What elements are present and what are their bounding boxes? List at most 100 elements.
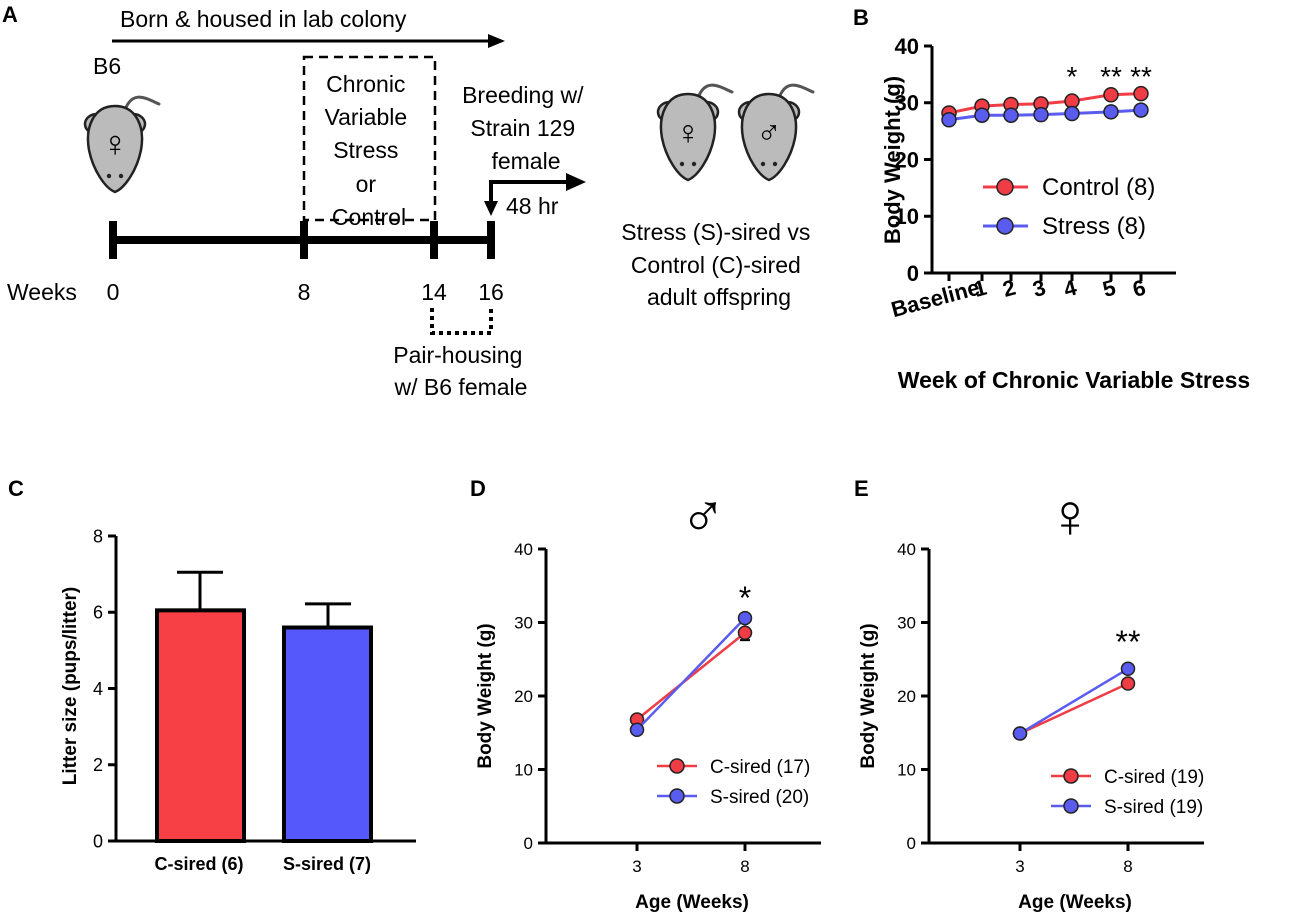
y-tick-label: 30 <box>897 614 916 633</box>
panel-letter-e: E <box>854 476 869 501</box>
data-point <box>1103 87 1119 103</box>
y-tick-label: 0 <box>524 834 533 853</box>
data-point <box>1033 106 1049 123</box>
chart-d-male-offspring-weight: 0 10 20 30 40 3 8 * ♂ Body Weight (g) Age (Weeks) C… <box>475 482 821 913</box>
data-point <box>1120 676 1136 691</box>
cvs-line: Stress <box>333 137 398 163</box>
born-arrow-head <box>488 34 505 48</box>
data-point <box>629 722 645 738</box>
offspring-line: Stress (S)-sired vs <box>621 219 810 245</box>
panel-letter-c: C <box>8 476 24 501</box>
x-tick-label: Baseline <box>888 275 982 323</box>
pair-housing-label: Pair-housing w/ B6 female <box>393 342 529 400</box>
bar <box>282 625 373 843</box>
x-axis-label: Age (Weeks) <box>1018 892 1132 913</box>
y-tick-label: 10 <box>897 761 916 780</box>
cvs-line: Variable <box>324 104 407 130</box>
y-tick-label: 6 <box>93 603 103 623</box>
series-line <box>1019 682 1129 735</box>
breeding-line: Breeding w/ <box>462 82 584 108</box>
x-tick-label: 3 <box>632 857 641 876</box>
significance-marker: * <box>1067 61 1078 92</box>
y-tick-label: 0 <box>907 261 919 286</box>
series-line <box>636 631 746 721</box>
legend-label: S-sired (19) <box>1104 797 1203 818</box>
panel-letter-a: A <box>2 2 18 27</box>
timeline-tick <box>487 221 495 259</box>
legend-marker <box>669 788 685 804</box>
data-point <box>737 610 753 626</box>
y-tick-label: 20 <box>895 147 919 172</box>
data-point <box>1003 107 1019 123</box>
y-axis-label: Litter size (pups/litter) <box>60 587 81 785</box>
legend-label: C-sired (19) <box>1104 767 1204 788</box>
timeline-tick <box>430 221 438 259</box>
x-tick-label: 8 <box>1123 857 1132 876</box>
data-point <box>974 107 990 123</box>
offspring-line: adult offspring <box>647 284 791 310</box>
x-tick-label: 4 <box>1061 274 1080 302</box>
y-tick-label: 2 <box>93 755 103 775</box>
x-tick-label: 2 <box>1000 275 1018 302</box>
x-tick-label: 6 <box>1130 275 1148 302</box>
panel-letter-d: D <box>470 476 486 501</box>
breeding-label: Breeding w/ Strain 129 female <box>462 82 590 174</box>
y-axis-label: Body Weight (g) <box>880 76 905 244</box>
y-tick-label: 8 <box>93 526 103 546</box>
data-point <box>737 625 753 641</box>
cvs-line: or <box>356 171 377 197</box>
legend-marker <box>996 178 1014 196</box>
hr-label: 48 hr <box>506 193 559 219</box>
y-axis-label: Body Weight (g) <box>475 623 496 768</box>
chart-c-litter-size: 0 2 4 6 8 C-sired (6) S-sired (7) Litter size (… <box>60 526 416 874</box>
pair-housing-bracket <box>430 308 493 335</box>
data-point <box>1133 102 1149 118</box>
x-tick-label: C-sired (6) <box>154 854 243 874</box>
significance-marker: ** <box>1130 61 1152 92</box>
cvs-line: Control <box>332 204 406 230</box>
born-housed-label: Born & housed in lab colony <box>120 6 407 32</box>
legend-marker <box>1063 768 1079 784</box>
y-tick-label: 0 <box>93 831 103 851</box>
data-point <box>1064 105 1080 122</box>
y-axis-label: Body Weight (g) <box>858 623 879 768</box>
female-symbol: ♀ <box>102 123 129 164</box>
week-tick-label: 16 <box>478 279 504 305</box>
data-point <box>1133 85 1149 102</box>
x-tick-label: S-sired (7) <box>283 854 371 874</box>
x-tick-label: 8 <box>740 857 749 876</box>
timeline-tick <box>109 221 117 259</box>
y-tick-label: 10 <box>514 761 533 780</box>
strain-b6-label: B6 <box>93 53 121 79</box>
breeding-down-head <box>484 201 498 216</box>
series-line <box>1019 667 1129 735</box>
data-point <box>941 112 957 128</box>
legend-label: S-sired (20) <box>710 787 809 808</box>
sex-symbol-title: ♀ <box>1047 482 1094 551</box>
y-tick-label: 40 <box>897 540 916 559</box>
chart-e-female-offspring-weight: 0 10 20 30 40 3 8 ** ♀ Body Weight (g) Age (Weeks)… <box>858 482 1204 913</box>
y-tick-label: 4 <box>93 679 103 699</box>
data-point <box>1012 726 1028 741</box>
week-tick-label: 8 <box>298 279 311 305</box>
y-tick-label: 30 <box>514 614 533 633</box>
offspring-line: Control (C)-sired <box>631 252 801 278</box>
sex-symbol-title: ♂ <box>680 482 727 551</box>
significance-marker: ** <box>1100 61 1122 92</box>
breeding-line: female <box>491 148 560 174</box>
female-symbol: ♀ <box>675 114 701 152</box>
y-tick-label: 30 <box>895 91 919 116</box>
data-point <box>1103 104 1119 120</box>
x-axis-label: Week of Chronic Variable Stress <box>898 367 1250 393</box>
offspring-male-mouse-icon: ♂ <box>737 83 815 182</box>
cvs-line: Chronic <box>326 71 405 97</box>
legend-marker <box>669 758 685 774</box>
week-tick-label: 0 <box>107 279 120 305</box>
panel-a: A Born & housed in lab colony B6 ♀ Chron… <box>2 2 815 400</box>
male-symbol: ♂ <box>756 114 782 152</box>
timeline-tick <box>300 221 308 259</box>
x-tick-label: 3 <box>1030 275 1048 302</box>
y-tick-label: 40 <box>895 34 919 59</box>
legend-label: Stress (8) <box>1042 213 1146 240</box>
y-tick-label: 40 <box>514 540 533 559</box>
